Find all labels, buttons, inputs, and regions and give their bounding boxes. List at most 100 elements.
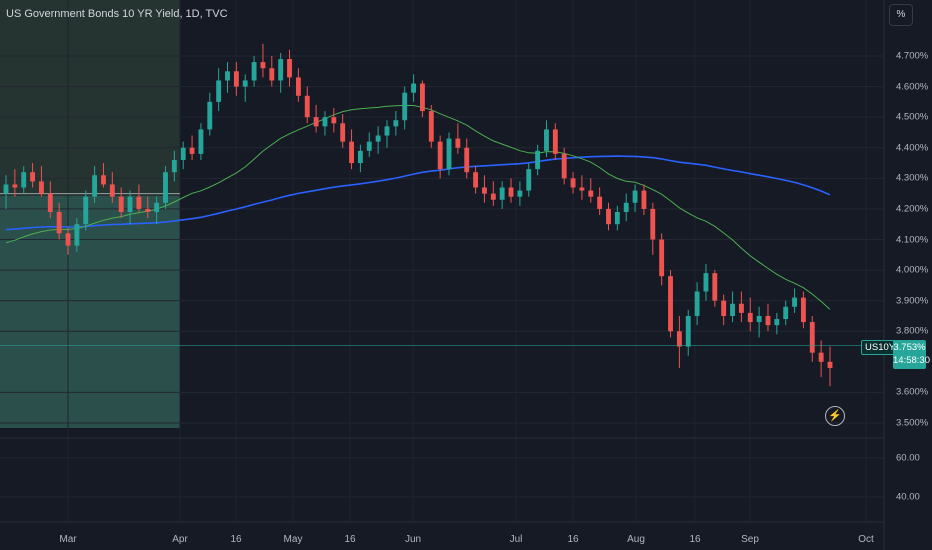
candle-body — [464, 147, 470, 173]
candle — [694, 282, 700, 326]
candle — [65, 227, 71, 255]
candle-body — [703, 273, 709, 292]
chart-title: US Government Bonds 10 YR Yield, 1D, TVC — [6, 8, 228, 20]
candle-body — [65, 233, 71, 246]
candle — [641, 184, 647, 216]
candle-body — [313, 117, 319, 127]
candle-body — [251, 62, 257, 81]
candle — [508, 178, 514, 203]
candle — [730, 291, 735, 323]
candle — [331, 107, 337, 133]
candle — [579, 175, 585, 200]
candle-body — [216, 80, 222, 102]
candle — [21, 166, 27, 194]
candle-body — [295, 77, 301, 96]
candle-body — [623, 202, 629, 212]
last-price-value: 3.753% — [893, 342, 926, 353]
candle-body — [747, 312, 753, 323]
candle-body — [225, 71, 230, 81]
candle — [437, 135, 443, 179]
candle-body — [756, 315, 762, 323]
candle-body — [171, 159, 177, 173]
candle-body — [127, 196, 133, 212]
candle-body — [783, 306, 789, 320]
candle-body — [145, 208, 151, 212]
candle-body — [482, 187, 487, 194]
candle — [366, 132, 372, 157]
y-tick-label: 4.400% — [896, 142, 929, 154]
candle — [180, 141, 186, 170]
candle — [526, 163, 532, 197]
candle — [517, 181, 523, 206]
candle-body — [83, 196, 89, 225]
candle-body — [39, 181, 44, 194]
lightning-bolt-icon[interactable]: ⚡ — [825, 406, 845, 426]
candle — [703, 263, 709, 301]
candle — [225, 62, 230, 93]
candle-body — [765, 315, 771, 326]
candle — [464, 138, 470, 179]
candle — [207, 92, 213, 136]
candle-body — [278, 59, 284, 81]
candle — [216, 68, 222, 112]
candle — [738, 291, 744, 323]
last-price-badge: 3.753% 14:58:30 — [893, 340, 930, 369]
candle — [800, 291, 806, 329]
candle — [278, 52, 284, 93]
candle — [623, 193, 629, 222]
candle — [402, 86, 408, 130]
moving-average-slow — [5, 155, 831, 231]
candle-body — [535, 150, 541, 170]
candle-body — [792, 297, 797, 307]
candle — [30, 163, 36, 188]
y-tick-label: 4.000% — [896, 264, 929, 276]
candle — [774, 312, 780, 335]
y-tick-label: 4.300% — [896, 172, 929, 184]
candle — [455, 123, 461, 154]
candle — [242, 74, 248, 102]
candle-body — [606, 208, 611, 225]
candle — [357, 144, 363, 173]
candle-body — [30, 172, 36, 182]
candle-body — [827, 361, 833, 368]
candle-body — [21, 172, 27, 188]
candle — [668, 270, 673, 338]
candle-body — [499, 187, 505, 200]
candle — [588, 178, 594, 203]
candle-body — [357, 150, 363, 164]
candle-body — [242, 80, 248, 87]
candle — [171, 150, 177, 182]
candle-body — [428, 111, 434, 142]
candle — [827, 346, 833, 387]
moving-average-fast — [5, 104, 831, 310]
y-tick-label: 3.900% — [896, 295, 929, 307]
candle-body — [517, 190, 523, 197]
candle-body — [180, 147, 186, 160]
percent-unit-button[interactable]: % — [889, 4, 913, 26]
candle-body — [588, 190, 594, 197]
candle-body — [579, 187, 585, 191]
candle — [685, 309, 691, 356]
candle — [313, 104, 319, 133]
candle — [535, 144, 541, 176]
candle-body — [632, 190, 638, 203]
candle — [47, 181, 53, 219]
x-tick-label: 16 — [689, 534, 701, 545]
candle-body — [738, 303, 744, 313]
candle — [783, 300, 789, 326]
candle — [490, 181, 496, 206]
candle-body — [694, 291, 700, 316]
candle — [597, 187, 603, 216]
candle-body — [101, 175, 106, 185]
x-tick-label: Mar — [59, 534, 77, 545]
candle — [632, 184, 638, 212]
candle — [304, 86, 310, 124]
candle — [570, 172, 576, 194]
candle — [127, 190, 133, 225]
candle-body — [233, 71, 239, 87]
y-tick-label: 4.200% — [896, 203, 929, 215]
candle-body — [730, 303, 735, 316]
candle — [198, 123, 204, 160]
x-tick-label: May — [283, 534, 303, 545]
